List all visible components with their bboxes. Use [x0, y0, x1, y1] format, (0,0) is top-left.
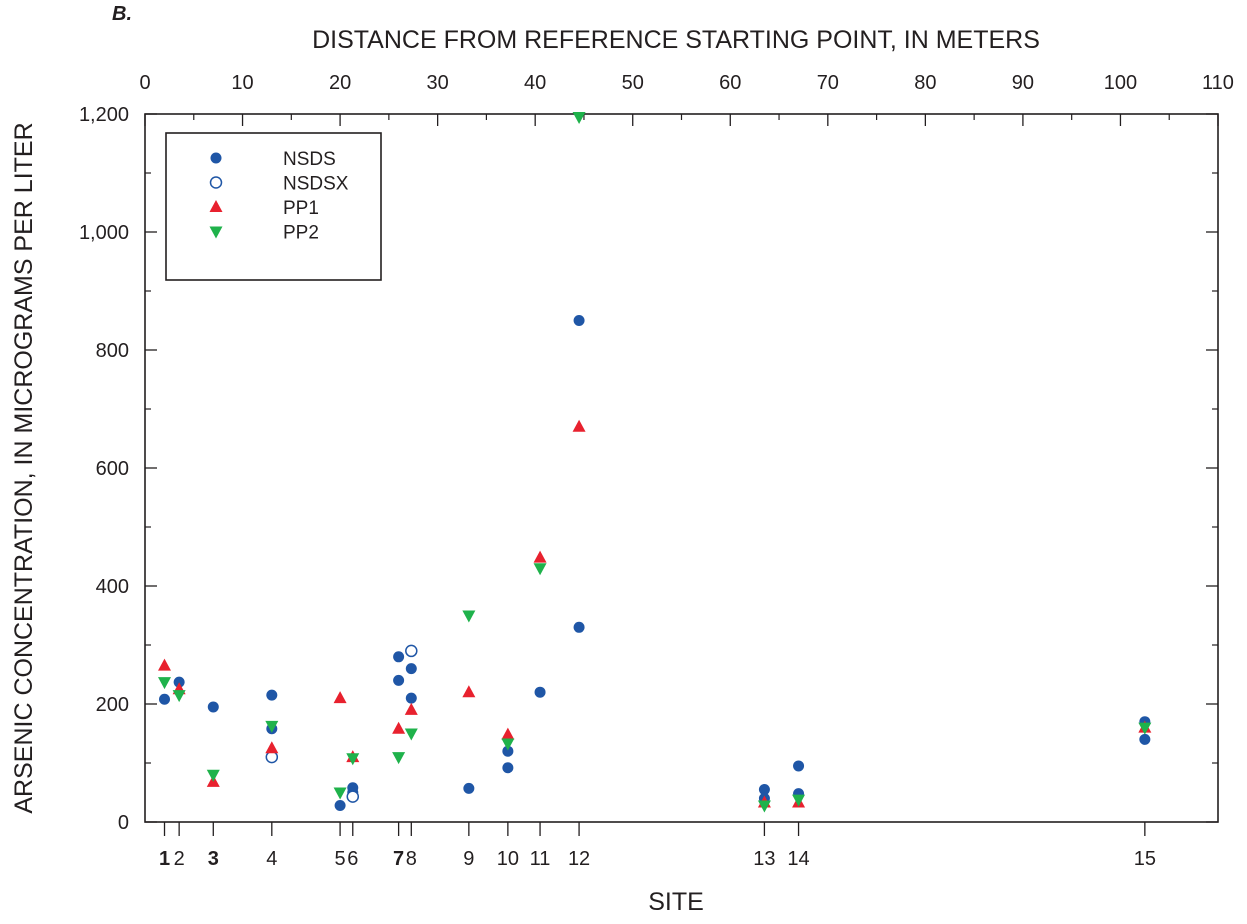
- nsds-point: [266, 689, 278, 701]
- nsds-point: [334, 799, 346, 811]
- pp2-point: [792, 794, 806, 807]
- panel-label: B.: [112, 3, 132, 25]
- pp1-point: [158, 658, 172, 671]
- site-label: 12: [568, 848, 590, 870]
- nsds-point: [758, 784, 770, 796]
- nsds-point: [793, 760, 805, 772]
- pp2-point: [392, 752, 406, 765]
- pp2-point: [333, 787, 347, 800]
- top-tick-label: 60: [719, 72, 741, 94]
- nsds-point: [405, 692, 417, 704]
- nsdsx-point: [346, 790, 360, 803]
- site-label: 10: [497, 848, 519, 870]
- nsds-point: [159, 693, 171, 705]
- site-label: 3: [208, 848, 219, 870]
- pp1-point: [265, 741, 279, 754]
- site-label: 2: [174, 848, 185, 870]
- y-axis-title: ARSENIC CONCENTRATION, IN MICROGRAMS PER…: [10, 122, 38, 813]
- y-tick-label: 400: [96, 576, 129, 598]
- nsds-point: [463, 782, 475, 794]
- y-tick-label: 800: [96, 340, 129, 362]
- pp2-point: [1138, 722, 1152, 735]
- x-axis-title: SITE: [648, 888, 704, 916]
- top-tick-label: 0: [139, 72, 150, 94]
- legend-pp2-marker: [209, 226, 223, 239]
- site-label: 15: [1134, 848, 1156, 870]
- top-tick-label: 70: [817, 72, 839, 94]
- nsds-point: [405, 663, 417, 675]
- pp2-point: [346, 753, 360, 766]
- site-label: 13: [753, 848, 775, 870]
- nsds-point: [573, 315, 585, 326]
- site-label: 6: [347, 848, 358, 870]
- site-label: 5: [335, 848, 346, 870]
- nsds-point: [393, 674, 405, 686]
- pp1-point: [501, 727, 515, 740]
- site-label: 7: [393, 848, 404, 870]
- pp1-point: [404, 702, 418, 715]
- pp1-point: [572, 419, 586, 432]
- top-tick-label: 90: [1012, 72, 1034, 94]
- top-tick-label: 80: [914, 72, 936, 94]
- site-label: 11: [530, 848, 551, 870]
- pp2-point: [404, 728, 418, 741]
- top-tick-label: 110: [1202, 72, 1234, 94]
- site-label: 4: [266, 848, 277, 870]
- legend-nsdsx-label: NSDSX: [283, 174, 349, 195]
- pp2-point: [501, 738, 515, 751]
- axis-ticks: [144, 113, 1219, 836]
- pp2-point: [533, 563, 547, 576]
- top-tick-label: 10: [231, 72, 253, 94]
- pp1-point: [333, 691, 347, 704]
- legend-pp1-label: PP1: [283, 198, 319, 219]
- pp1-point: [462, 685, 476, 698]
- pp2-point: [462, 610, 476, 623]
- top-axis-title: DISTANCE FROM REFERENCE STARTING POINT, …: [312, 26, 1040, 54]
- nsds-point: [207, 701, 219, 713]
- nsds-point: [1139, 733, 1151, 745]
- pp1-point: [533, 550, 547, 563]
- nsds-point: [502, 762, 514, 774]
- nsds-point: [173, 676, 185, 688]
- top-tick-label: 100: [1104, 72, 1137, 94]
- top-tick-label: 50: [622, 72, 644, 94]
- nsds-point: [502, 745, 514, 757]
- site-label: 14: [787, 848, 809, 870]
- site-label: 1: [159, 848, 170, 870]
- nsds-point: [573, 621, 585, 633]
- pp2-point: [172, 690, 186, 703]
- y-tick-label: 0: [118, 812, 129, 834]
- legend: NSDS NSDSX PP1 PP2: [165, 132, 382, 281]
- site-labels: 1 2 3 4 5 6 7 8 9 10 11 12 13 14 15: [159, 848, 1156, 870]
- y-tick-label: 1,000: [79, 222, 129, 244]
- pp2-point: [757, 800, 771, 813]
- top-tick-label: 30: [427, 72, 449, 94]
- legend-nsdsx-marker: [209, 176, 223, 189]
- pp2-point: [206, 769, 220, 782]
- y-axis-tick-labels: 0 200 400 600 800 1,000 1,200: [79, 104, 129, 834]
- pp2-point: [265, 720, 279, 733]
- nsdsx-point: [405, 644, 418, 658]
- top-tick-label: 20: [329, 72, 351, 94]
- y-tick-label: 200: [96, 694, 129, 716]
- data-points: [158, 111, 1152, 813]
- pp1-point: [392, 721, 406, 734]
- legend-nsds-marker: [210, 152, 222, 164]
- y-tick-label: 600: [96, 458, 129, 480]
- legend-pp2-label: PP2: [283, 223, 319, 244]
- legend-pp1-marker: [209, 200, 223, 212]
- legend-box: [165, 132, 382, 281]
- site-label: 9: [463, 848, 474, 870]
- top-tick-label: 40: [524, 72, 546, 94]
- legend-nsds-label: NSDS: [283, 149, 336, 170]
- pp2-point: [572, 111, 586, 124]
- pp2-point: [158, 677, 172, 690]
- y-tick-label: 1,200: [79, 104, 129, 126]
- top-axis-tick-labels: 0 10 20 30 40 50 60 70 80 90 100 110: [139, 72, 1234, 94]
- nsds-point: [534, 686, 546, 698]
- nsds-point: [393, 651, 405, 663]
- site-label: 8: [406, 848, 417, 870]
